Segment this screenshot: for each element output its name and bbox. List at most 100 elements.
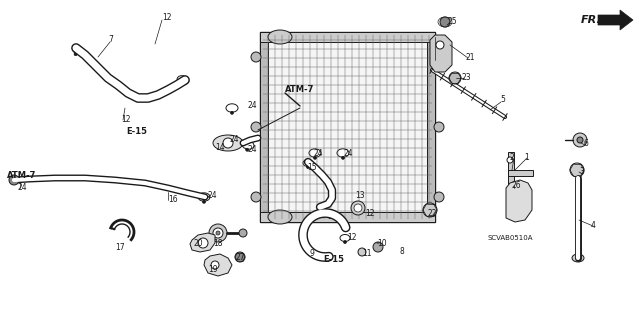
Text: 12: 12 [347,234,356,242]
Circle shape [251,122,261,132]
Circle shape [239,229,247,237]
Text: 8: 8 [400,247,404,256]
Bar [508,170,533,176]
Bar [260,212,435,222]
Text: 24: 24 [248,101,258,110]
Circle shape [436,41,444,49]
Circle shape [507,192,513,198]
Polygon shape [190,233,215,252]
Text: FR.: FR. [581,15,602,25]
Text: 9: 9 [310,249,315,257]
Circle shape [251,52,261,62]
Text: 21: 21 [466,53,476,62]
Circle shape [307,166,310,168]
Ellipse shape [268,210,292,224]
Ellipse shape [572,254,584,262]
Circle shape [358,248,366,256]
Text: 16: 16 [168,195,178,204]
Text: ATM-7: ATM-7 [7,172,36,181]
Circle shape [354,204,362,212]
Circle shape [223,138,233,148]
Text: 24: 24 [314,149,324,158]
Ellipse shape [177,76,189,84]
Circle shape [423,203,437,217]
Ellipse shape [309,149,321,157]
Text: 24: 24 [208,190,218,199]
Polygon shape [598,10,633,30]
Text: 15: 15 [307,162,317,172]
Polygon shape [430,35,452,72]
Text: 13: 13 [355,191,365,201]
Text: 25: 25 [448,18,458,26]
Polygon shape [213,135,243,151]
Text: 10: 10 [377,239,387,248]
Ellipse shape [340,234,350,241]
Text: ATM-7: ATM-7 [285,85,314,94]
Ellipse shape [268,30,292,44]
Circle shape [434,122,444,132]
Text: 20: 20 [193,239,203,248]
Ellipse shape [337,149,349,157]
Text: 24: 24 [247,145,257,153]
Ellipse shape [72,45,84,55]
Text: 3: 3 [579,167,584,176]
Circle shape [449,72,461,84]
Text: 5: 5 [500,95,505,105]
Bar [260,32,268,222]
Circle shape [74,53,77,56]
Circle shape [314,156,317,159]
Text: 27: 27 [236,253,246,262]
Text: 22: 22 [428,209,438,218]
Text: 24: 24 [343,149,353,158]
Circle shape [440,17,450,27]
Text: 19: 19 [208,265,218,275]
Circle shape [434,192,444,202]
Text: 1: 1 [524,152,529,161]
Text: 26: 26 [512,181,522,189]
Text: 2: 2 [510,152,515,161]
Text: SCVAB0510A: SCVAB0510A [488,235,534,241]
Circle shape [209,224,227,242]
Circle shape [213,228,223,238]
Text: 7: 7 [108,35,113,44]
Text: 12: 12 [121,115,131,124]
Circle shape [507,157,513,163]
Text: 24: 24 [18,183,28,192]
Circle shape [373,242,383,252]
Text: 12: 12 [162,13,172,23]
Circle shape [230,111,234,114]
Text: 14: 14 [215,143,225,152]
Ellipse shape [303,160,313,167]
Text: 6: 6 [583,139,588,149]
Polygon shape [204,254,232,276]
Circle shape [180,83,183,86]
Ellipse shape [242,141,254,149]
Text: 18: 18 [213,239,223,248]
Circle shape [211,261,219,269]
Circle shape [216,231,220,235]
Circle shape [202,200,205,203]
Circle shape [342,156,344,159]
Ellipse shape [325,210,335,217]
Circle shape [577,137,583,143]
Text: E-15: E-15 [323,256,344,264]
Circle shape [351,201,365,215]
Bar [260,32,435,222]
Text: E-15: E-15 [126,127,147,136]
Circle shape [434,52,444,62]
Circle shape [235,252,245,262]
Ellipse shape [198,193,210,201]
Text: 24: 24 [230,135,239,144]
Bar [427,32,435,222]
Text: 23: 23 [462,72,472,81]
Circle shape [9,175,19,185]
Bar [260,32,435,42]
Text: 4: 4 [591,220,596,229]
Circle shape [328,216,332,219]
Text: 11: 11 [362,249,371,258]
Circle shape [573,133,587,147]
Circle shape [198,238,208,248]
Polygon shape [506,180,532,222]
Circle shape [344,241,346,243]
Text: 17: 17 [115,243,125,253]
